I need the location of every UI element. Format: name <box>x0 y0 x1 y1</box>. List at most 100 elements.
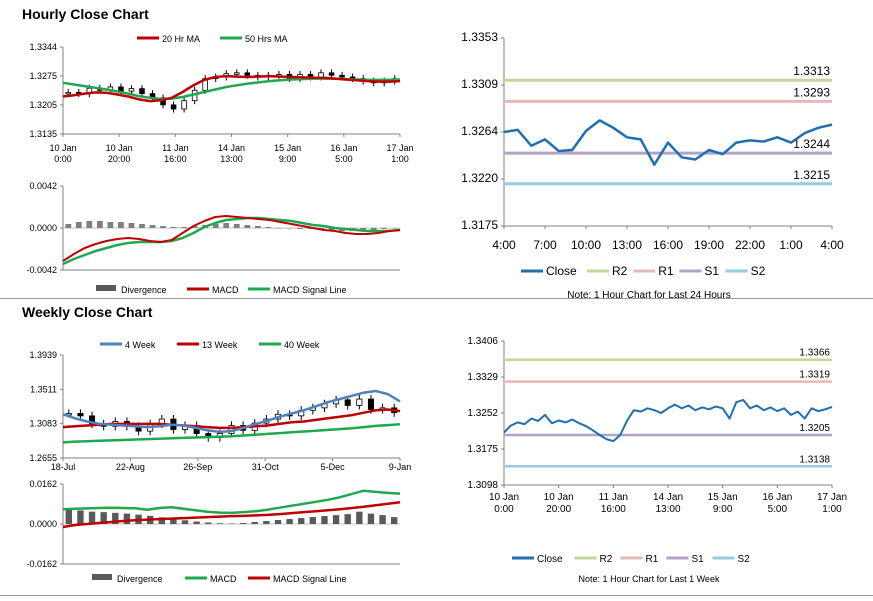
hourly-price-x-tick-label: 15 Jan 9:00 <box>274 143 301 164</box>
weekly-macd-divergence-bar <box>344 514 351 524</box>
weekly-13week-line <box>62 408 401 430</box>
hourly-macd-divergence-bar <box>149 225 156 228</box>
weekly-chart-title: Weekly Close Chart <box>22 304 153 320</box>
weekly-macd-divergence-bar <box>321 516 328 524</box>
weekly-pivot-x-tick-label: 14 Jan 13:00 <box>653 492 683 515</box>
weekly-pivot-legend-label: S2 <box>738 554 751 565</box>
hourly-macd-y-tick-label: 0.0042 <box>29 181 57 191</box>
weekly-macd-divergence-bar <box>239 523 247 524</box>
hourly-price-legend-label: 50 Hrs MA <box>245 34 288 44</box>
hourly-pivot-close-line <box>503 119 833 166</box>
weekly-price-y-tick-label: 1.3083 <box>29 419 57 429</box>
hourly-price-candle-body <box>244 72 251 76</box>
weekly-pivot-r2-label: 1.3366 <box>799 348 830 359</box>
hourly-ma50-line <box>62 77 401 101</box>
weekly-pivot-y-tick-label: 1.3175 <box>467 444 498 455</box>
weekly-pivot-legend-label: Close <box>537 554 563 565</box>
hourly-macd-divergence-bar <box>191 226 198 228</box>
weekly-price-legend-label: 4 Week <box>125 340 156 350</box>
hourly-macd-line <box>62 215 401 262</box>
hourly-macd-divergence-bar <box>360 228 367 230</box>
hourly-macd-divergence-bar <box>275 228 282 229</box>
hourly-pivot-y-tick-label: 1.3220 <box>461 171 498 185</box>
hourly-macd-divergence-bar <box>328 228 335 230</box>
weekly-price-y-tick-label: 1.3511 <box>30 384 57 394</box>
hourly-macd-divergence-bar <box>128 223 135 228</box>
hourly-pivot-y-tick-label: 1.3175 <box>461 218 498 232</box>
weekly-macd-divergence-bar <box>205 522 212 524</box>
weekly-macd-divergence-bar <box>158 517 165 524</box>
weekly-price-x-tick-label: 31-Oct <box>252 462 280 472</box>
hourly-pivot-y-tick-label: 1.3309 <box>461 77 498 91</box>
weekly-4week-line <box>62 389 401 434</box>
hourly-price-y-tick-label: 1.3135 <box>29 129 57 139</box>
weekly-price-candle-body <box>77 413 84 417</box>
weekly-macd-divergence-bar <box>298 518 305 524</box>
hourly-price-x-tick-label: 14 Jan 13:00 <box>218 143 245 164</box>
hourly-price-candle-body <box>181 100 187 110</box>
hourly-pivot-r1-label: 1.3293 <box>793 85 830 99</box>
hourly-chart-title: Hourly Close Chart <box>22 6 149 22</box>
hourly-macd-divergence-bar <box>65 224 72 228</box>
weekly-price-candle-body <box>356 398 363 406</box>
hourly-pivot-s2-label: 1.3215 <box>793 168 830 182</box>
weekly-pivot-legend-label: R2 <box>600 554 613 565</box>
hourly-pivot-y-tick-label: 1.3264 <box>461 124 498 138</box>
hourly-pivot-x-tick-label: 19:00 <box>694 238 724 252</box>
hourly-price-candle-body <box>118 86 124 92</box>
hourly-price-y-tick-label: 1.3205 <box>29 100 57 110</box>
weekly-price-y-tick-label: 1.2655 <box>29 453 57 463</box>
hourly-pivot-legend-label: Close <box>546 264 577 278</box>
hourly-pivot-x-tick-label: 16:00 <box>653 238 683 252</box>
weekly-macd-divergence-bar <box>390 517 398 524</box>
hourly-macd-divergence-bar <box>107 222 114 228</box>
hourly-price-candle-body <box>65 91 72 95</box>
hourly-macd-legend-label: Divergence <box>121 285 167 295</box>
hourly-price-y-tick-label: 1.3275 <box>29 71 57 81</box>
hourly-pivot-legend-label: S2 <box>751 264 766 278</box>
hourly-price-candle-body <box>328 72 335 76</box>
weekly-macd-signal-line <box>62 501 401 529</box>
hourly-macd-divergence-bar <box>139 224 145 228</box>
weekly-price-candle-body <box>367 398 374 410</box>
weekly-macd-divergence-bar <box>170 519 177 524</box>
hourly-price-x-tick-label: 11 Jan 16:00 <box>162 143 188 164</box>
weekly-macd-divergence-bar <box>251 522 258 524</box>
hourly-macd-divergence-bar <box>118 222 124 228</box>
weekly-price-x-tick-label: 18-Jul <box>51 462 76 472</box>
weekly-macd-divergence-bar <box>193 521 200 524</box>
hourly-pivot-r2-label: 1.3313 <box>793 64 830 78</box>
hourly-pivot-legend-label: R1 <box>658 264 674 278</box>
hourly-price-candle-body <box>170 104 177 110</box>
hourly-macd-y-tick-label: 0.0000 <box>29 223 57 233</box>
weekly-pivot-y-tick-label: 1.3329 <box>467 372 498 383</box>
weekly-pivot-note: Note: 1 Hour Chart for Last 1 Week <box>579 574 720 584</box>
hourly-macd-divergence-bar <box>297 228 303 229</box>
hourly-pivot-x-tick-label: 4:00 <box>492 238 516 252</box>
weekly-macd-y-tick-label: 0.0000 <box>29 519 57 529</box>
weekly-macd-legend-label: MACD Signal Line <box>273 574 347 584</box>
hourly-macd-divergence-bar <box>233 224 240 228</box>
weekly-pivot-y-tick-label: 1.3252 <box>467 408 498 419</box>
hourly-pivot-x-tick-label: 1:00 <box>779 238 803 252</box>
weekly-macd-divergence-bar <box>332 515 340 524</box>
weekly-macd-divergence-bar <box>65 509 73 524</box>
weekly-macd-legend-swatch <box>92 574 112 580</box>
hourly-pivot-legend-label: S1 <box>704 264 719 278</box>
weekly-pivot-legend-label: S1 <box>692 554 705 565</box>
weekly-macd-legend-label: MACD <box>210 574 237 584</box>
hourly-macd-legend-label: MACD Signal Line <box>273 285 347 295</box>
weekly-price-candle-body <box>344 399 351 406</box>
weekly-macd-y-tick-label: 0.0162 <box>29 479 57 489</box>
hourly-macd-divergence-bar <box>286 228 293 229</box>
weekly-macd-divergence-bar <box>309 517 317 524</box>
weekly-macd-divergence-bar <box>367 513 375 524</box>
hourly-price-candle-body <box>318 72 324 78</box>
weekly-macd-divergence-bar <box>123 513 131 524</box>
weekly-pivot-x-tick-label: 17 Jan 1:00 <box>817 492 847 515</box>
hourly-pivot-x-tick-label: 13:00 <box>612 238 642 252</box>
section-divider <box>0 298 873 299</box>
hourly-macd-legend-label: MACD <box>212 285 239 295</box>
weekly-price-candle-body <box>89 415 96 425</box>
weekly-40week-line <box>62 423 401 444</box>
